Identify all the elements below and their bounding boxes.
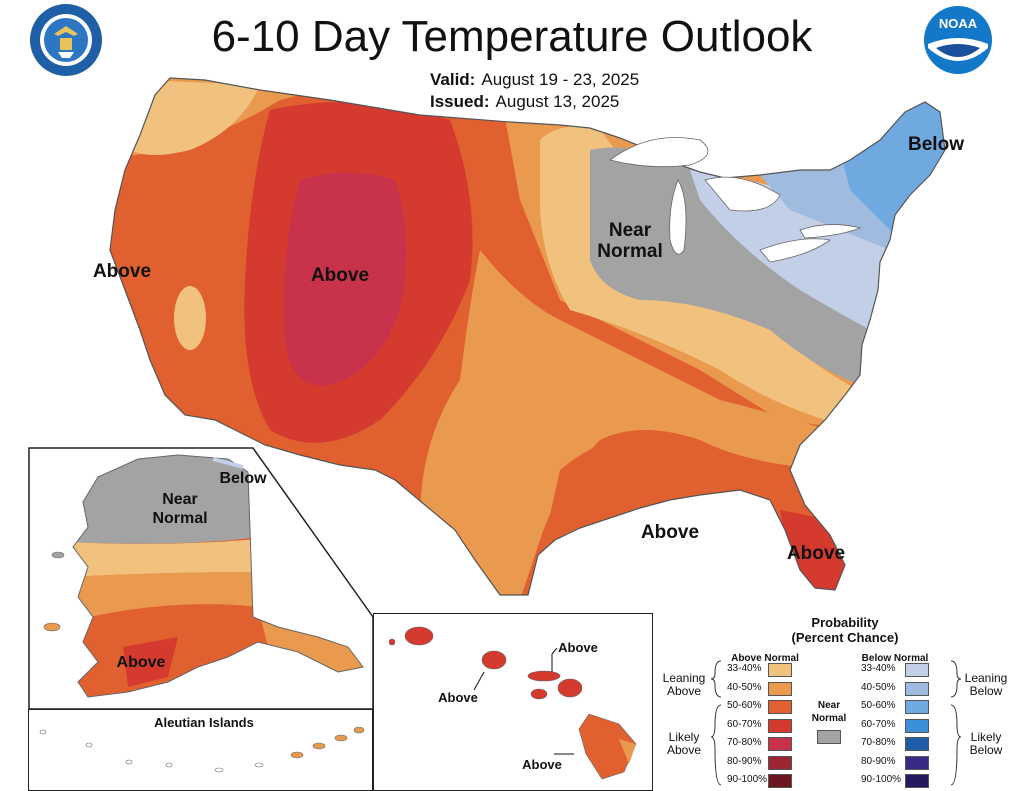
below-bin-label-4: 70-80%: [861, 737, 896, 748]
alaska-label-near-normal: Near Normal: [140, 490, 220, 528]
noaa-logo: NOAA: [924, 6, 992, 74]
below-bin-swatch-0: [905, 663, 929, 677]
probability-legend: Probability (Percent Chance) Above Normal…: [655, 615, 1024, 791]
alaska-label-normal: Normal: [152, 510, 208, 527]
above-bin-label-5: 80-90%: [727, 755, 762, 767]
above-bin-swatch-0: [768, 663, 792, 677]
above-bin-swatch-6: [768, 774, 792, 788]
below-bin-label-3: 60-70%: [861, 718, 896, 730]
issued-label: Issued:: [430, 92, 490, 111]
hawaii-label-oahu: Above: [438, 690, 478, 705]
above-bin-label-4: 70-80%: [727, 737, 762, 748]
hawaii-inset: Above Above Above: [373, 613, 653, 791]
leaning-above-line2: Above: [666, 684, 702, 698]
alaska-map: [28, 447, 373, 711]
below-bin-swatch-1: [905, 681, 929, 696]
legend-leaning-above: Leaning Above: [655, 672, 713, 698]
above-bin-label-3: 60-70%: [727, 718, 762, 730]
aleutian-title: Aleutian Islands: [154, 715, 254, 730]
below-bin-swatch-2: [905, 700, 929, 714]
alaska-label-below: Below: [219, 470, 267, 487]
aleutian-islands-map: [39, 726, 365, 773]
legend-below-header: Below Normal: [861, 653, 929, 664]
issued-date: Issued: August 13, 2025: [430, 92, 619, 112]
map-label-great-lakes: Near Normal: [588, 220, 672, 262]
legend-leaning-below: Leaning Below: [957, 672, 1015, 698]
legend-near-normal-swatch: [817, 730, 841, 744]
alaska-inset: Below Near Normal Above: [28, 447, 373, 711]
map-label-rockies: Above: [310, 265, 370, 286]
alaska-label-above: Above: [116, 654, 166, 671]
hawaii-label-big-island: Above: [522, 757, 562, 772]
likely-below-line2: Below: [969, 743, 1003, 757]
legend-likely-below: Likely Below: [957, 731, 1015, 757]
map-label-normal: Normal: [597, 241, 663, 262]
valid-value: August 19 - 23, 2025: [481, 70, 640, 89]
above-bin-swatch-4: [768, 737, 792, 751]
leaning-below-line2: Below: [969, 684, 1003, 698]
aleutian-inset: Aleutian Islands: [28, 709, 373, 791]
below-bin-swatch-6: [905, 774, 929, 788]
above-bin-swatch-2: [768, 700, 792, 714]
above-bin-swatch-5: [768, 755, 792, 770]
likely-below-line1: Likely: [970, 730, 1002, 744]
below-bin-label-0: 33-40%: [861, 663, 896, 674]
page-title: 6-10 Day Temperature Outlook: [211, 12, 813, 61]
below-bin-swatch-5: [905, 755, 929, 770]
above-bin-label-6: 90-100%: [727, 774, 768, 785]
valid-label: Valid:: [430, 70, 476, 89]
map-label-gulf: Above: [640, 522, 700, 543]
department-of-commerce-seal-logo: [30, 4, 102, 76]
below-bin-label-5: 80-90%: [861, 755, 896, 767]
above-bin-label-0: 33-40%: [727, 663, 762, 674]
noaa-logo-text: NOAA: [939, 16, 978, 31]
above-bin-swatch-1: [768, 681, 792, 696]
below-bin-label-1: 40-50%: [861, 681, 896, 693]
leaning-above-line1: Leaning: [662, 671, 706, 685]
map-label-northeast: Below: [908, 134, 964, 155]
legend-above-header: Above Normal: [731, 653, 799, 664]
below-bin-label-2: 50-60%: [861, 700, 896, 711]
below-bin-swatch-3: [905, 718, 929, 733]
near-normal-line2: Normal: [811, 713, 847, 724]
legend-title-line2: (Percent Chance): [791, 630, 899, 645]
map-label-west-coast: Above: [92, 261, 152, 282]
hawaii-label-maui: Above: [558, 640, 598, 655]
alaska-label-near: Near: [162, 491, 198, 508]
valid-dates: Valid: August 19 - 23, 2025: [430, 70, 639, 90]
map-label-florida: Above: [786, 543, 846, 564]
above-bin-label-2: 50-60%: [727, 700, 762, 711]
map-label-near: Near: [608, 220, 652, 241]
likely-above-line1: Likely: [668, 730, 700, 744]
hawaii-map: [388, 626, 637, 780]
legend-title: Probability (Percent Chance): [725, 615, 965, 645]
above-bin-label-1: 40-50%: [727, 681, 762, 693]
legend-title-line1: Probability: [811, 615, 879, 630]
below-bin-swatch-4: [905, 737, 929, 751]
likely-above-line2: Above: [666, 743, 702, 757]
leaning-below-line1: Leaning: [964, 671, 1008, 685]
below-bin-label-6: 90-100%: [861, 774, 902, 785]
above-bin-swatch-3: [768, 718, 792, 733]
near-normal-line1: Near: [817, 700, 841, 711]
legend-near-normal: Near Normal: [803, 699, 855, 725]
issued-value: August 13, 2025: [495, 92, 620, 111]
legend-likely-above: Likely Above: [655, 731, 713, 757]
